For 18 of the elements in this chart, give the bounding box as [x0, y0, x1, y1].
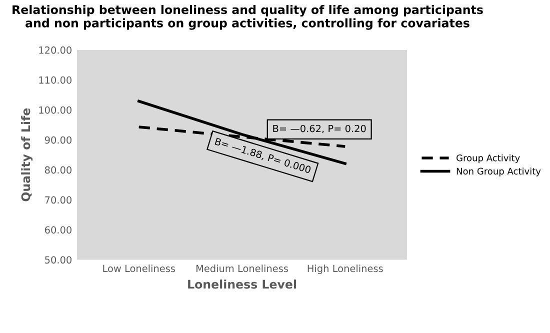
legend-label: Non Group Activity — [456, 168, 541, 176]
y-tick-label: 90.00 — [44, 136, 72, 144]
annotation: B= —0.62, P= 0.20 — [273, 124, 366, 134]
y-tick-label: 60.00 — [44, 226, 72, 234]
y-tick-label: 80.00 — [44, 166, 72, 174]
legend-label: Group Activity — [456, 154, 520, 164]
y-tick-label: 110.00 — [39, 76, 72, 84]
y-tick-label: 120.00 — [39, 46, 72, 54]
x-axis-title: Loneliness Level — [188, 280, 296, 289]
y-tick-label: 70.00 — [45, 196, 72, 204]
y-tick-label: 100.00 — [39, 106, 72, 114]
x-tick-label: Low Loneliness — [103, 264, 176, 272]
x-tick-label: High Loneliness — [308, 264, 383, 274]
y-tick-label: 50.00 — [45, 256, 72, 264]
y-axis-title: Quality of Life — [21, 108, 33, 202]
chart-title: Relationship between loneliness and quality of life among participants and non participants on group activities, controlling for covariates — [12, 4, 483, 30]
x-tick-label: Medium Loneliness — [196, 264, 288, 272]
annotation: B= —1.88, P= 0.000 — [214, 138, 312, 174]
